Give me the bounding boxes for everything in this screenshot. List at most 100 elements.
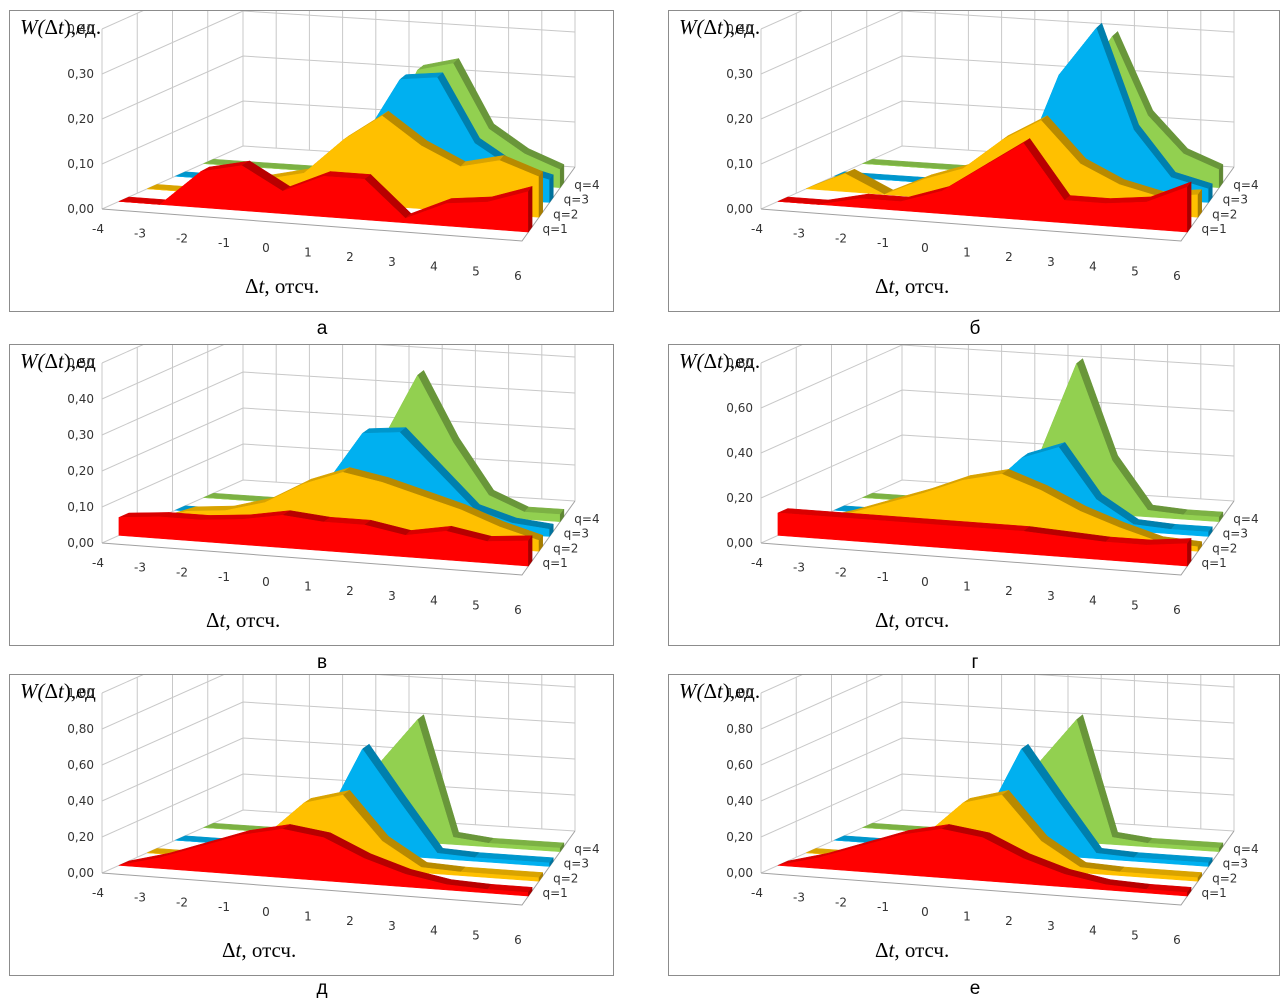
y-tick-label: 0,00	[67, 866, 94, 880]
y-tick-label: 0,60	[726, 758, 753, 772]
x-tick-label: -3	[134, 227, 146, 241]
y-tick-label: 0,00	[726, 866, 753, 880]
x-tick-label: -3	[793, 561, 805, 575]
series-end-cap	[1208, 183, 1213, 204]
series-end-cap	[1218, 511, 1224, 523]
floor-line	[101, 830, 576, 906]
x-tick-label: -2	[835, 231, 847, 245]
y-tick-label: 0,50	[67, 356, 94, 370]
series-label: q=3	[564, 193, 589, 207]
y-axis-label: W(Δt),ед.	[20, 15, 102, 39]
y-tick-label: 0,40	[726, 794, 753, 808]
x-tick-label: 3	[1047, 255, 1055, 269]
y-axis-label: W(Δt),ед.	[679, 15, 761, 39]
x-tick-label: 4	[430, 260, 438, 274]
series-label: q=4	[1233, 842, 1258, 856]
x-tick-label: 2	[1005, 250, 1013, 264]
x-tick-label: -3	[793, 227, 805, 241]
x-tick-label: -1	[877, 900, 889, 914]
series-label: q=3	[564, 527, 589, 541]
y-tick-label: 0,20	[67, 112, 94, 126]
series-label: q=3	[564, 857, 589, 871]
series-label: q=2	[1212, 871, 1237, 885]
x-axis-label: Δt, отсч.	[206, 608, 281, 632]
y-tick-label: 0,80	[726, 722, 753, 736]
caption-v: в	[316, 652, 328, 673]
series-end-cap	[528, 886, 533, 897]
x-tick-label: 0	[262, 241, 270, 255]
x-tick-label: 2	[346, 250, 354, 264]
series-end-cap	[559, 842, 565, 853]
x-tick-label: 4	[1089, 924, 1097, 938]
series-end-cap	[1187, 886, 1192, 897]
chart-plot-b: q=4q=3q=2q=1 0,00 0,10 0,20 0,30 0,40 -4 -3 -2 -1…	[726, 11, 1259, 283]
series-label: q=1	[542, 222, 567, 236]
y-tick-label: 0,40	[67, 22, 94, 36]
y-tick-label: 0,10	[726, 157, 753, 171]
caption-g: г	[971, 652, 979, 673]
x-tick-label: -2	[835, 895, 847, 909]
chart-panel-b: W(Δt),ед. q=4 q=3 q=2 q=1 0,00 0,10 0,20 0,30 0,…	[668, 10, 1280, 312]
x-tick-label: 3	[1047, 589, 1055, 603]
x-tick-label: 4	[430, 594, 438, 608]
x-tick-label: -3	[793, 891, 805, 905]
series-q=1	[118, 824, 533, 897]
chart-panel-v: W(Δt),ед q=4 q=3 q=2 q=1 0,00 0,10 0,20 0,30 0,4…	[9, 344, 614, 646]
y-tick-label: 0,20	[726, 491, 753, 505]
x-tick-label: 4	[1089, 594, 1097, 608]
x-tick-label: 5	[1131, 264, 1139, 278]
x-tick-label: 1	[304, 910, 312, 924]
x-tick-label: 0	[262, 575, 270, 589]
caption-a: а	[316, 318, 328, 339]
x-tick-label: -4	[751, 886, 763, 900]
x-tick-label: -1	[218, 236, 230, 250]
floor-line	[760, 500, 1235, 576]
x-tick-label: 6	[514, 933, 522, 947]
x-tick-label: 6	[1173, 603, 1181, 617]
x-tick-label: -4	[92, 886, 104, 900]
series-end-cap	[538, 871, 543, 883]
floor-line	[101, 500, 576, 576]
chart-plot-e: q=4q=3q=2q=1 0,00 0,20 0,40 0,60 0,80 1,00 -4 -3…	[726, 675, 1259, 947]
chart-plot-v: q=4q=3q=2q=1 0,00 0,10 0,20 0,30 0,40 0,50 -4 -3…	[67, 345, 600, 617]
series-label: q=1	[1201, 886, 1226, 900]
y-tick-label: 0,00	[726, 536, 753, 550]
x-tick-label: -4	[92, 222, 104, 236]
x-tick-label: 5	[1131, 928, 1139, 942]
caption-b: б	[969, 318, 981, 339]
series-end-cap	[538, 534, 543, 553]
gridline	[760, 11, 1235, 75]
series-end-cap	[1218, 842, 1224, 853]
chart-plot-a: q=4q=3q=2q=1 0,00 0,10 0,20 0,30 0,40 -4 -3 -2 -1…	[67, 11, 600, 283]
y-tick-label: 0,00	[726, 202, 753, 216]
x-tick-label: -1	[877, 570, 889, 584]
series-label: q=2	[553, 207, 578, 221]
x-axis-label: Δt, отсч.	[245, 274, 320, 298]
series-label: q=2	[1212, 207, 1237, 221]
x-tick-label: -1	[218, 900, 230, 914]
x-tick-label: 0	[262, 905, 270, 919]
series-end-cap	[549, 174, 554, 204]
y-axis-label: W(Δt),ед.	[679, 679, 761, 703]
caption-d: д	[316, 978, 328, 999]
series-end-cap	[549, 523, 554, 538]
x-tick-label: 6	[1173, 933, 1181, 947]
series-label: q=1	[542, 556, 567, 570]
y-tick-label: 0,20	[67, 464, 94, 478]
x-tick-label: -2	[835, 565, 847, 579]
series-end-cap	[549, 856, 554, 868]
x-tick-label: 0	[921, 241, 929, 255]
series-label: q=4	[574, 178, 599, 192]
x-tick-label: 2	[346, 584, 354, 598]
x-tick-label: 5	[472, 264, 480, 278]
series-end-cap	[1187, 181, 1192, 233]
series-label: q=1	[542, 886, 567, 900]
y-tick-label: 1,00	[726, 686, 753, 700]
x-tick-label: 1	[963, 580, 971, 594]
x-tick-label: 3	[388, 255, 396, 269]
y-tick-label: 0,40	[67, 392, 94, 406]
x-tick-label: 4	[430, 924, 438, 938]
x-tick-label: -1	[218, 570, 230, 584]
series-label: q=4	[574, 842, 599, 856]
series-end-cap	[1218, 163, 1224, 189]
